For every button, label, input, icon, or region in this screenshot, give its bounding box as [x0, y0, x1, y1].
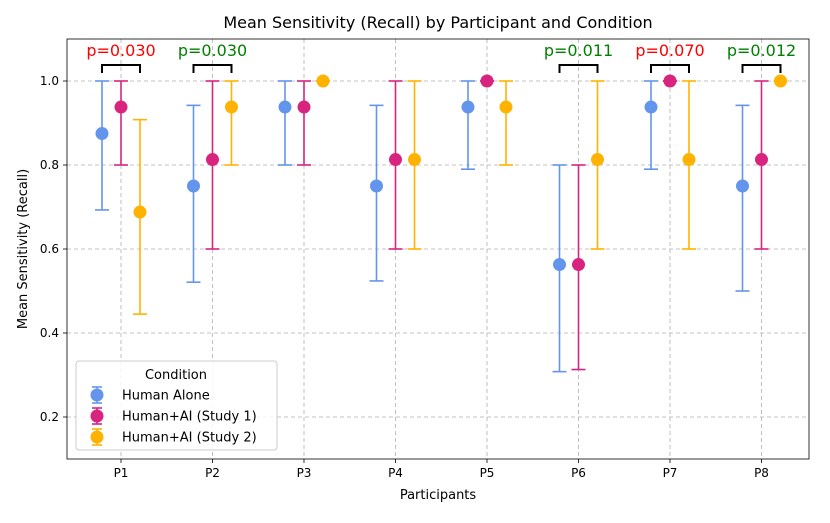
point-human-alone-p7 — [644, 100, 658, 114]
legend-box — [75, 360, 278, 451]
x-tick-label-p4: P4 — [388, 466, 403, 480]
x-tick-label-p6: P6 — [571, 466, 586, 480]
point-human-ai-study-2-p4 — [408, 153, 421, 167]
point-human-alone-p5 — [461, 100, 475, 114]
point-human-ai-study-2-p5 — [499, 100, 513, 114]
y-tick-label: 1.0 — [40, 74, 59, 88]
significance-bracket-p2 — [192, 64, 233, 73]
p-value-label-p8: p=0.012 — [727, 41, 796, 60]
point-human-alone-p4 — [370, 179, 383, 193]
x-axis-label: Participants — [400, 488, 477, 503]
significance-bracket-p1 — [101, 64, 141, 73]
y-tick-label: 0.8 — [40, 158, 59, 172]
p-value-label-p6: p=0.011 — [544, 41, 613, 60]
point-human-ai-study-2-p1 — [133, 205, 147, 219]
y-tick-label: 0.6 — [40, 242, 59, 256]
point-human-ai-study-1-p1 — [114, 100, 128, 114]
x-tick-label-p7: P7 — [663, 466, 678, 480]
plot-frame — [66, 38, 810, 460]
point-human-ai-study-1-p2 — [206, 153, 219, 167]
legend: Condition Human Alone Human+AI (Study 1) H… — [75, 360, 278, 451]
point-human-alone-p8 — [736, 179, 749, 193]
point-human-ai-study-1-p7 — [663, 74, 677, 88]
point-human-alone-p6 — [553, 258, 566, 272]
x-tick-label-p1: P1 — [114, 466, 129, 480]
p-value-label-p1: p=0.030 — [86, 41, 155, 60]
y-tick-label: 0.4 — [40, 326, 59, 340]
significance-bracket-p6 — [558, 64, 599, 73]
x-tick-label-p5: P5 — [480, 466, 495, 480]
point-human-ai-study-1-p6 — [572, 258, 585, 272]
significance-bracket-p7 — [650, 64, 690, 73]
point-human-ai-study-2-p6 — [591, 153, 604, 167]
chart-title: Mean Sensitivity (Recall) by Participant… — [223, 13, 652, 32]
point-human-ai-study-2-p7 — [682, 153, 696, 167]
point-human-ai-study-1-p4 — [389, 153, 402, 167]
legend-title: Condition — [145, 368, 207, 383]
legend-marker-human-ai-study-2 — [90, 430, 104, 444]
point-human-alone-p2 — [187, 179, 200, 193]
point-human-alone-p1 — [95, 127, 109, 140]
p-value-label-p7: p=0.070 — [635, 41, 704, 60]
legend-label-human-ai-study-2: Human+AI (Study 2) — [122, 431, 257, 446]
point-human-ai-study-1-p5 — [480, 74, 494, 88]
point-human-alone-p3 — [278, 100, 292, 114]
point-human-ai-study-2-p8 — [774, 74, 787, 88]
y-tick-label: 0.2 — [40, 410, 59, 424]
significance-bracket-p8 — [741, 64, 782, 73]
point-human-ai-study-2-p3 — [316, 74, 330, 88]
y-axis-label: Mean Sensitivity (Recall) — [16, 169, 31, 329]
legend-label-human-alone: Human Alone — [122, 389, 210, 404]
x-tick-label-p3: P3 — [297, 466, 312, 480]
legend-label-human-ai-study-1: Human+AI (Study 1) — [122, 410, 257, 425]
legend-marker-human-ai-study-1 — [90, 409, 104, 423]
point-human-ai-study-1-p3 — [297, 100, 311, 114]
legend-marker-human-alone — [90, 388, 104, 402]
x-tick-label-p8: P8 — [754, 466, 769, 480]
point-human-ai-study-1-p8 — [755, 153, 768, 167]
x-tick-label-p2: P2 — [205, 466, 220, 480]
point-human-ai-study-2-p2 — [225, 100, 238, 114]
p-value-label-p2: p=0.030 — [178, 41, 247, 60]
